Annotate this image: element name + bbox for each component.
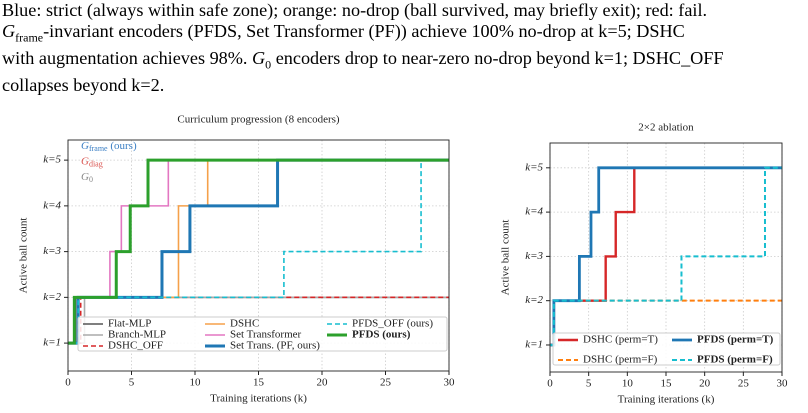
legend-label: PFDS (ours) bbox=[352, 329, 411, 341]
x-tick-label: 15 bbox=[253, 377, 265, 389]
annotation: G0 bbox=[81, 171, 93, 184]
caption-line: collapses beyond k=2. bbox=[2, 75, 808, 96]
legend-box bbox=[77, 316, 448, 352]
x-tick-label: 0 bbox=[547, 378, 553, 390]
math-subscript: frame bbox=[15, 30, 44, 45]
legend-label: PFDS (perm=T) bbox=[697, 334, 774, 346]
x-tick-label: 10 bbox=[622, 378, 634, 390]
y-tick-label: k=4 bbox=[43, 199, 61, 211]
x-tick-label: 20 bbox=[317, 377, 329, 389]
y-axis-label: Active ball count bbox=[18, 218, 30, 294]
legend-label: Flat-MLP bbox=[108, 318, 151, 330]
caption-text: collapses beyond k=2. bbox=[2, 75, 165, 96]
caption-text: encoders drop to near-zero no-drop beyon… bbox=[271, 47, 724, 68]
math-subscript: 0 bbox=[265, 57, 272, 72]
legend-label: DSHC (perm=T) bbox=[583, 334, 658, 346]
math-subscript: frame bbox=[89, 144, 108, 153]
math-symbol: G bbox=[81, 171, 89, 183]
chart-title: 2×2 ablation bbox=[638, 122, 694, 134]
chart-title: Curriculum progression (8 encoders) bbox=[177, 114, 340, 126]
caption-text: Blue: strict (always within safe zone); … bbox=[2, 0, 708, 20]
math-symbol: G bbox=[81, 155, 89, 167]
x-tick-label: 30 bbox=[777, 378, 789, 390]
y-tick-label: k=1 bbox=[525, 339, 543, 351]
y-tick-label: k=1 bbox=[43, 337, 61, 349]
axes-frame bbox=[549, 142, 783, 373]
axes-frame bbox=[67, 139, 450, 372]
x-tick-label: 25 bbox=[380, 377, 392, 389]
annotation: Gframe (ours) bbox=[81, 140, 137, 153]
caption: Blue: strict (always within safe zone); … bbox=[2, 0, 808, 96]
legend-label: DSHC (perm=F) bbox=[583, 354, 658, 366]
legend-label: Branch-MLP bbox=[108, 329, 166, 341]
x-tick-label: 5 bbox=[129, 377, 135, 389]
legend-label: Set Trans. (PF, ours) bbox=[230, 340, 320, 352]
y-tick-label: k=5 bbox=[43, 154, 61, 166]
legend-label: DSHC bbox=[230, 318, 259, 330]
math-symbol: G bbox=[252, 47, 266, 68]
math-subscript: diag bbox=[89, 159, 103, 168]
caption-text: with augmentation achieves 98%. bbox=[2, 47, 253, 68]
y-tick-label: k=2 bbox=[43, 291, 61, 303]
annotation: Gdiag bbox=[81, 155, 103, 168]
step-line bbox=[68, 158, 449, 345]
math-symbol: G bbox=[2, 20, 16, 41]
x-tick-label: 0 bbox=[65, 377, 71, 389]
x-axis-label: Training iterations (k) bbox=[210, 393, 307, 405]
y-axis-label: Active ball count bbox=[500, 220, 512, 296]
x-tick-label: 10 bbox=[190, 377, 202, 389]
caption-line: with augmentation achieves 98%. G0 encod… bbox=[2, 48, 808, 75]
caption-text: -invariant encoders (PFDS, Set Transform… bbox=[43, 20, 685, 41]
y-tick-label: k=3 bbox=[43, 245, 61, 257]
y-tick-label: k=3 bbox=[525, 250, 543, 262]
math-subscript: 0 bbox=[89, 175, 93, 184]
x-tick-label: 30 bbox=[444, 377, 456, 389]
annotation-text: (ours) bbox=[108, 140, 137, 152]
legend-box bbox=[552, 332, 781, 366]
caption-line: Blue: strict (always within safe zone); … bbox=[2, 0, 808, 21]
y-tick-label: k=4 bbox=[525, 206, 543, 218]
legend-label: Set Transformer bbox=[230, 329, 302, 341]
y-tick-label: k=2 bbox=[525, 294, 543, 306]
x-tick-label: 5 bbox=[586, 378, 592, 390]
legend-label: PFDS_OFF (ours) bbox=[352, 318, 433, 330]
x-tick-label: 25 bbox=[738, 378, 750, 390]
legend-label: DSHC_OFF bbox=[108, 340, 163, 352]
x-tick-label: 15 bbox=[661, 378, 673, 390]
x-tick-label: 20 bbox=[699, 378, 711, 390]
x-axis-label: Training iterations (k) bbox=[618, 394, 715, 406]
math-symbol: G bbox=[81, 140, 89, 152]
y-tick-label: k=5 bbox=[525, 161, 543, 173]
caption-line: Gframe-invariant encoders (PFDS, Set Tra… bbox=[2, 21, 808, 48]
legend-label: PFDS (perm=F) bbox=[697, 354, 773, 366]
